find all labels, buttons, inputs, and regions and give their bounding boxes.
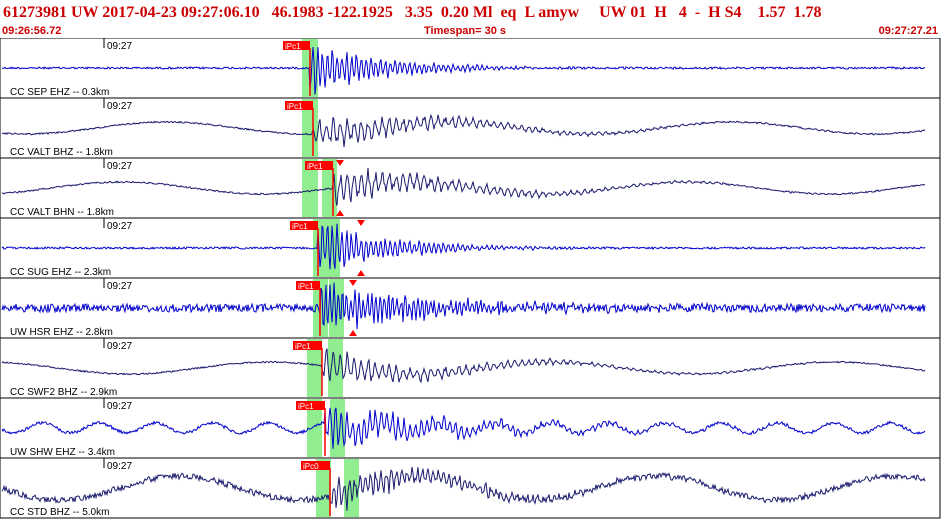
station-label: CC VALT BHN -- 1.8km [10, 207, 114, 218]
s-marker-top-icon[interactable] [336, 160, 344, 166]
time-tick-label: 09:27 [107, 401, 132, 412]
p-window [302, 159, 318, 217]
end-time-label: 09:27:27.21 [878, 25, 938, 37]
trace-frame [0, 277, 941, 339]
timespan-label: Timespan= 30 s [424, 25, 507, 37]
trace-row[interactable]: iPc1 09:27 CC VALT BHZ -- 1.8km [0, 97, 941, 159]
s-marker-bottom-icon[interactable] [349, 330, 357, 336]
time-tick-label: 09:27 [107, 461, 132, 472]
pick-label: iPc1 [307, 162, 323, 171]
p-window [316, 459, 331, 517]
trace-frame [0, 457, 941, 519]
pick-label: iPc1 [285, 42, 301, 51]
p-window [307, 339, 322, 397]
pick-label: iPc1 [295, 342, 311, 351]
time-tick-label: 09:27 [107, 341, 132, 352]
pick-flag[interactable] [296, 401, 325, 410]
s-marker-bottom-icon[interactable] [357, 270, 365, 276]
station-label: CC VALT BHZ -- 1.8km [10, 147, 113, 158]
pick-flag[interactable] [285, 101, 313, 110]
s-marker-bottom-icon[interactable] [336, 210, 344, 216]
s-marker-top-icon[interactable] [357, 220, 365, 226]
trace-row[interactable]: iPc1 09:27 CC VALT BHN -- 1.8km [0, 157, 941, 219]
pick-label: iPc1 [298, 402, 314, 411]
pick-flag[interactable] [290, 221, 318, 230]
trace-row[interactable]: iPc1 09:27 UW HSR EHZ -- 2.8km [0, 277, 941, 339]
time-tick-label: 09:27 [107, 281, 132, 292]
station-label: UW HSR EHZ -- 2.8km [10, 327, 113, 338]
s-marker-top-icon[interactable] [349, 280, 357, 286]
pick-flag[interactable] [293, 341, 322, 350]
pick-flag[interactable] [296, 281, 320, 290]
event-summary-line: 61273981 UW 2017-04-23 09:27:06.10 46.19… [3, 4, 822, 21]
pick-label: iPc1 [298, 282, 314, 291]
waveform [1, 282, 926, 330]
s-window [329, 279, 344, 337]
pick-flag[interactable] [305, 161, 333, 170]
pick-flag[interactable] [301, 461, 330, 470]
station-label: CC SWF2 BHZ -- 2.9km [10, 387, 117, 398]
waveform [1, 113, 926, 148]
time-tick-label: 09:27 [107, 41, 132, 52]
event-header: 61273981 UW 2017-04-23 09:27:06.10 46.19… [0, 0, 941, 38]
trace-frame [0, 97, 941, 159]
time-tick-label: 09:27 [107, 101, 132, 112]
p-window [313, 219, 328, 277]
s-window [344, 459, 359, 517]
pick-label: iPc1 [287, 102, 303, 111]
waveform [2, 46, 926, 95]
trace-frame [0, 337, 941, 399]
pick-label: iPc1 [292, 222, 308, 231]
p-window [302, 99, 318, 157]
station-label: CC SEP EHZ -- 0.3km [10, 87, 109, 98]
time-tick-label: 09:27 [107, 161, 132, 172]
trace-row[interactable]: iPc1 09:27 CC SEP EHZ -- 0.3km [0, 38, 941, 99]
waveform [1, 407, 926, 449]
station-label: UW SHW EHZ -- 3.4km [10, 447, 115, 458]
start-time-label: 09:26:56.72 [2, 25, 62, 37]
waveform [1, 466, 926, 511]
trace-frame [0, 157, 941, 219]
waveform [1, 223, 926, 270]
station-label: CC STD BHZ -- 5.0km [10, 507, 109, 518]
trace-row[interactable]: iPc0 09:27 CC STD BHZ -- 5.0km [0, 457, 941, 519]
time-tick-label: 09:27 [107, 221, 132, 232]
station-label: CC SUG EHZ -- 2.3km [10, 267, 111, 278]
pick-flag[interactable] [283, 41, 310, 50]
pick-label: iPc0 [303, 462, 319, 471]
trace-row[interactable]: iPc1 09:27 CC SWF2 BHZ -- 2.9km [0, 337, 941, 399]
trace-row[interactable]: iPc1 09:27 UW SHW EHZ -- 3.4km [0, 397, 941, 459]
waveform [1, 167, 926, 206]
p-window [307, 399, 322, 457]
waveform [1, 348, 926, 384]
seismogram-panel[interactable]: iPc1 09:27 CC SEP EHZ -- 0.3km iPc1 09:27 CC … [0, 38, 941, 520]
trace-row[interactable]: iPc1 09:27 CC SUG EHZ -- 2.3km [0, 217, 941, 279]
